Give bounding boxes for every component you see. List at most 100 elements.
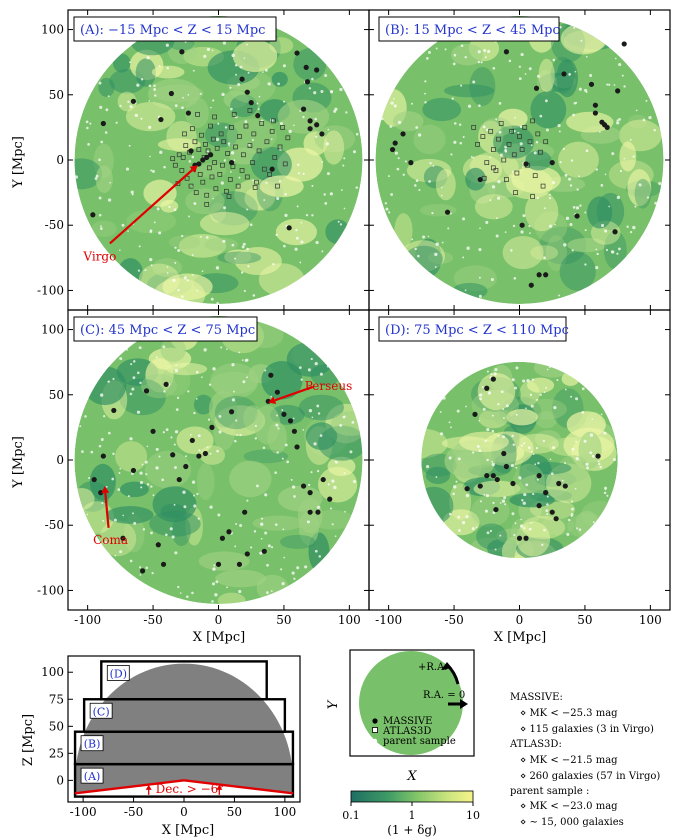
parent-point — [478, 104, 481, 107]
density-blob — [232, 39, 278, 73]
massive-point — [219, 535, 226, 541]
massive-point — [111, 407, 117, 414]
parent-point — [171, 535, 175, 539]
parent-point — [471, 527, 475, 531]
density-blob — [556, 59, 579, 98]
parent-point — [211, 600, 214, 603]
parent-point — [311, 77, 314, 81]
parent-point — [605, 248, 609, 252]
atlas3d-point — [488, 128, 494, 134]
parent-point — [414, 184, 417, 187]
atlas3d-point — [203, 141, 208, 147]
parent-point — [396, 167, 400, 171]
slab-label: (D) — [110, 667, 127, 680]
y-tick-label: 100 — [41, 23, 64, 37]
parent-point — [226, 586, 229, 589]
density-blob — [144, 450, 192, 489]
parent-point — [522, 379, 526, 383]
parent-point — [295, 236, 299, 240]
parent-point — [262, 446, 266, 450]
density-blob — [474, 194, 513, 220]
atlas3d-point — [225, 151, 231, 156]
parent-point — [209, 505, 213, 509]
parent-point — [503, 496, 507, 500]
massive-point — [188, 148, 194, 154]
massive-point — [185, 110, 191, 116]
parent-point — [297, 172, 300, 175]
parent-point — [98, 158, 101, 162]
atlas3d-point — [220, 162, 225, 168]
density-blob — [199, 445, 226, 465]
parent-point — [532, 492, 535, 496]
parent-point — [603, 431, 607, 435]
parent-point — [223, 159, 227, 162]
parent-point — [330, 90, 334, 93]
parent-point — [111, 477, 115, 481]
parent-point — [569, 222, 573, 227]
parent-point — [149, 257, 153, 262]
atlas3d-point — [206, 165, 212, 171]
parent-point — [489, 199, 492, 202]
parent-point — [176, 396, 180, 400]
density-blob — [261, 361, 303, 400]
massive-point — [143, 388, 150, 394]
massive-point — [150, 428, 156, 434]
parent-point — [158, 455, 161, 458]
parent-point — [247, 71, 250, 74]
density-blob — [215, 569, 267, 588]
parent-point — [211, 49, 214, 52]
massive-point — [189, 437, 195, 444]
parent-point — [166, 266, 169, 268]
parent-point — [315, 135, 318, 138]
massive-point — [562, 483, 568, 489]
density-blob — [530, 90, 567, 129]
parent-point — [139, 381, 142, 385]
parent-point — [608, 83, 611, 86]
atlas3d-point — [205, 148, 211, 154]
parent-point — [168, 205, 171, 209]
parent-point — [238, 176, 241, 179]
parent-point — [169, 527, 173, 531]
parent-point — [98, 444, 102, 448]
parent-point — [491, 414, 494, 417]
parent-point — [329, 192, 333, 196]
parent-point — [490, 373, 493, 376]
parent-point — [276, 196, 280, 201]
parent-point — [141, 463, 144, 466]
density-blob — [325, 219, 351, 245]
parent-point — [249, 223, 253, 227]
x-tick-label: 0 — [215, 613, 223, 627]
massive-point — [215, 561, 222, 567]
parent-point — [191, 591, 194, 595]
parent-point — [142, 528, 146, 531]
parent-point — [127, 230, 129, 232]
parent-point — [258, 95, 261, 98]
density-blob — [271, 71, 288, 87]
parent-point — [274, 523, 278, 526]
x-axis-label-right: X [Mpc] — [494, 630, 546, 645]
parent-point — [182, 96, 184, 99]
parent-point — [589, 73, 593, 77]
parent-point — [521, 498, 524, 502]
parent-point — [128, 144, 131, 147]
parent-point — [530, 144, 533, 147]
parent-point — [200, 376, 203, 378]
parent-point — [333, 485, 337, 490]
parent-point — [499, 534, 502, 537]
parent-point — [264, 493, 268, 497]
density-blob — [526, 461, 572, 475]
atlas3d-point — [235, 183, 241, 189]
parent-point — [595, 265, 599, 270]
parent-point — [234, 545, 237, 548]
parent-point — [477, 50, 481, 54]
density-blob — [217, 592, 246, 604]
parent-point — [284, 192, 287, 196]
density-blob — [451, 282, 488, 300]
massive-point — [183, 463, 189, 470]
parent-point — [291, 485, 296, 489]
parent-point — [246, 208, 249, 211]
parent-point — [153, 88, 157, 91]
massive-point — [408, 160, 414, 166]
atlas3d-point — [484, 160, 490, 165]
sample-line: ⋄ MK < −23.0 mag — [520, 801, 618, 812]
